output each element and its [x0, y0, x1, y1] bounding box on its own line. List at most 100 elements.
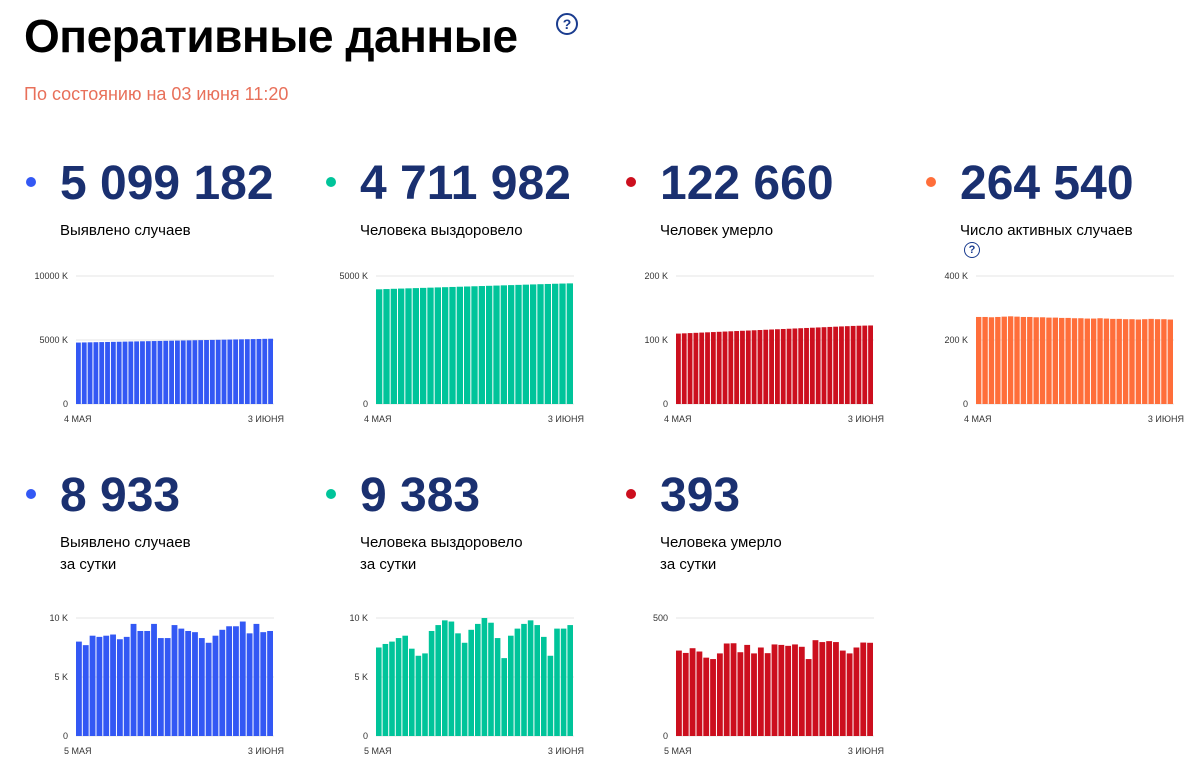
y-tick-label: 0: [663, 399, 668, 409]
bar: [833, 326, 839, 404]
bar: [716, 653, 723, 736]
y-tick-label: 5000 K: [39, 335, 68, 345]
bar: [198, 340, 204, 404]
bar: [676, 650, 682, 736]
series-dot: [26, 489, 36, 499]
bar: [815, 327, 821, 404]
bar: [521, 623, 527, 736]
bar: [554, 628, 560, 736]
bar: [751, 330, 757, 404]
card-active-cases: 264 540 Число активных случаев? 0 200 K 40…: [924, 150, 1186, 450]
stat-label: Выявлено случаев: [60, 222, 191, 239]
bar: [494, 638, 501, 736]
bar: [383, 289, 390, 404]
chart-daily-recovered: 0 5 K 10 K 5 МАЯ 3 ИЮНЯ: [349, 613, 584, 756]
bar: [226, 626, 233, 736]
bar: [541, 636, 547, 736]
bar: [710, 659, 716, 736]
bar: [730, 643, 737, 736]
stat-label: Число активных случаев?: [960, 222, 1133, 258]
card-daily-deaths: 393 Человека умерло за сутки 0 500 5 МАЯ 3 И…: [624, 462, 886, 762]
bar: [1103, 318, 1110, 404]
chart-active-cases: 0 200 K 400 K 4 МАЯ 3 ИЮНЯ: [944, 271, 1184, 424]
bar: [827, 326, 833, 404]
y-tick-label: 0: [63, 399, 68, 409]
bar: [412, 288, 419, 404]
bar: [239, 621, 246, 736]
bar: [1129, 319, 1135, 404]
bar: [1090, 318, 1097, 404]
bar: [537, 284, 544, 404]
bar: [449, 286, 456, 404]
bar: [488, 622, 494, 736]
bar: [471, 286, 478, 404]
bar: [103, 635, 110, 736]
help-icon[interactable]: ?: [964, 242, 980, 258]
bar: [105, 341, 110, 404]
card-total-cases: 5 099 182 Выявлено случаев 0 5000 K 10000 …: [24, 150, 286, 450]
bar: [420, 287, 427, 404]
bar: [395, 638, 402, 736]
bar: [209, 339, 215, 404]
bar: [262, 338, 268, 404]
bar: [475, 623, 481, 736]
bar: [723, 643, 730, 736]
bar: [267, 630, 273, 736]
bar: [792, 644, 798, 736]
bar: [110, 634, 116, 736]
bar: [130, 623, 137, 736]
bar: [687, 333, 693, 404]
bar: [566, 283, 573, 404]
bar: [227, 339, 233, 404]
bar: [1078, 318, 1084, 404]
y-tick-label: 0: [363, 399, 368, 409]
x-tick-label: 3 ИЮНЯ: [548, 414, 584, 424]
x-tick-label: 3 ИЮНЯ: [248, 746, 284, 756]
bar: [434, 287, 441, 404]
bar: [215, 339, 221, 404]
bar: [163, 340, 169, 404]
bar: [260, 632, 267, 736]
bar: [1154, 319, 1161, 404]
x-tick-label: 4 МАЯ: [364, 414, 392, 424]
bar: [116, 341, 122, 404]
y-tick-label: 200 K: [944, 335, 968, 345]
bar: [76, 641, 82, 736]
bar: [253, 623, 260, 736]
bar: [93, 342, 99, 404]
bar: [116, 639, 123, 736]
bar: [1084, 318, 1090, 404]
bar: [798, 646, 805, 736]
x-tick-label: 5 МАЯ: [664, 746, 692, 756]
bar: [1142, 319, 1148, 404]
stat-label: Человека выздоровело: [360, 222, 523, 239]
bar: [785, 645, 792, 736]
series-dot: [926, 177, 936, 187]
help-icon[interactable]: ?: [556, 13, 578, 35]
bar: [744, 644, 751, 736]
bar: [833, 642, 839, 736]
bar: [204, 340, 209, 404]
bar: [233, 626, 239, 736]
bar: [676, 333, 681, 404]
bar: [728, 331, 734, 404]
bar: [468, 629, 474, 736]
bar: [819, 642, 826, 736]
bar: [192, 340, 198, 404]
stat-value: 9 383: [360, 469, 481, 522]
bar: [1007, 316, 1014, 404]
bar: [428, 630, 435, 736]
bar: [710, 332, 716, 404]
y-tick-label: 200 K: [644, 271, 668, 281]
bar: [128, 341, 134, 404]
series-dot: [26, 177, 36, 187]
bar: [382, 643, 389, 736]
bar: [1001, 316, 1007, 404]
bar: [164, 638, 171, 736]
bar: [212, 635, 219, 736]
bar: [1052, 317, 1059, 404]
bar: [1135, 319, 1142, 404]
bar: [250, 339, 256, 404]
bar: [856, 325, 862, 404]
stat-value: 393: [660, 469, 741, 522]
